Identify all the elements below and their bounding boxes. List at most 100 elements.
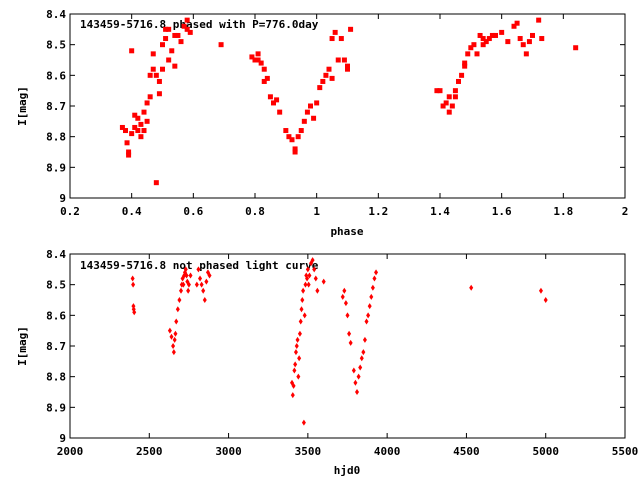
- data-point: [348, 26, 354, 32]
- data-point: [358, 364, 363, 371]
- data-point: [169, 48, 175, 54]
- data-point: [181, 23, 187, 29]
- data-point: [298, 128, 304, 134]
- data-point: [449, 103, 455, 109]
- data-point: [126, 152, 132, 158]
- data-point: [313, 275, 318, 282]
- data-point: [468, 45, 474, 51]
- data-point: [347, 330, 352, 337]
- data-point: [523, 51, 529, 57]
- data-point: [175, 32, 181, 38]
- data-point: [543, 297, 548, 303]
- data-point: [372, 275, 377, 282]
- chart-title: 143459-5716.8 not phased light curve: [80, 259, 319, 272]
- data-point: [315, 287, 320, 294]
- data-point: [131, 281, 136, 288]
- data-point: [150, 66, 156, 72]
- y-tick-label: 8.6: [46, 309, 66, 322]
- x-tick-label: 3000: [215, 445, 242, 458]
- data-point: [303, 281, 308, 288]
- y-axis-label: I[mag]: [16, 86, 29, 126]
- data-point: [141, 128, 147, 134]
- x-axis-label: hjd0: [334, 464, 361, 477]
- data-point: [150, 51, 156, 57]
- data-point: [301, 287, 306, 294]
- data-point: [452, 94, 458, 100]
- data-point: [264, 75, 270, 81]
- data-point: [307, 272, 312, 279]
- data-point: [252, 57, 258, 63]
- x-tick-label: 1.2: [368, 205, 388, 218]
- data-point: [536, 17, 542, 23]
- y-tick-label: 8.4: [46, 248, 66, 261]
- data-point: [135, 115, 141, 121]
- data-point: [434, 88, 440, 94]
- data-point: [173, 330, 178, 337]
- y-tick-label: 8.7: [46, 340, 66, 353]
- data-point: [141, 109, 147, 115]
- data-point: [356, 373, 361, 380]
- data-point: [321, 278, 326, 285]
- y-tick-label: 8.4: [46, 8, 66, 21]
- x-tick-label: 1: [313, 205, 320, 218]
- data-point: [135, 128, 141, 134]
- data-point: [297, 355, 302, 362]
- raw-light-curve-chart: 143459-5716.8 not phased light curve hjd…: [16, 248, 638, 477]
- data-point: [267, 94, 273, 100]
- data-point: [462, 63, 468, 69]
- data-point: [366, 312, 371, 319]
- x-tick-label: 2: [622, 205, 629, 218]
- data-point: [293, 349, 298, 356]
- data-point: [573, 45, 579, 51]
- data-point: [471, 42, 477, 48]
- data-point: [207, 272, 212, 279]
- data-point: [300, 297, 305, 303]
- data-point: [184, 26, 190, 32]
- data-point: [343, 300, 348, 307]
- data-point: [291, 382, 296, 389]
- plot-frame: [69, 253, 626, 439]
- data-point: [172, 32, 178, 38]
- data-point: [323, 72, 329, 78]
- data-point: [374, 269, 379, 276]
- data-point: [520, 42, 526, 48]
- data-point: [306, 281, 311, 288]
- data-point: [301, 419, 306, 426]
- data-point: [249, 54, 255, 60]
- data-point: [174, 318, 179, 325]
- chart-title: 143459-5716.8 phased with P=776.0day: [80, 18, 319, 31]
- data-point: [329, 75, 335, 81]
- x-tick-label: 4000: [374, 445, 401, 458]
- data-point: [359, 355, 364, 362]
- data-point: [271, 100, 276, 106]
- data-point: [283, 128, 289, 134]
- data-point: [446, 94, 452, 100]
- data-point: [499, 29, 505, 35]
- data-point: [295, 336, 300, 343]
- data-point: [286, 134, 292, 140]
- data-point: [293, 361, 298, 368]
- x-tick-label: 0.8: [245, 205, 265, 218]
- data-point: [129, 131, 135, 137]
- data-point: [437, 88, 443, 94]
- data-point: [160, 66, 165, 72]
- data-point: [187, 29, 193, 35]
- data-point: [179, 287, 183, 294]
- data-point: [274, 97, 280, 103]
- y-tick-label: 8.6: [46, 69, 66, 82]
- data-point: [465, 51, 471, 57]
- x-tick-label: 5500: [612, 445, 639, 458]
- data-point: [204, 278, 209, 285]
- x-tick-label: 3500: [295, 445, 322, 458]
- data-point: [340, 293, 345, 300]
- data-point: [367, 303, 372, 310]
- data-point: [163, 26, 169, 32]
- data-point: [156, 91, 162, 97]
- data-point: [305, 275, 310, 282]
- data-point: [186, 287, 191, 294]
- data-point: [301, 118, 307, 124]
- data-point: [177, 297, 182, 303]
- y-tick-label: 8.8: [46, 131, 66, 144]
- data-point: [292, 367, 297, 374]
- x-tick-label: 1.4: [430, 205, 450, 218]
